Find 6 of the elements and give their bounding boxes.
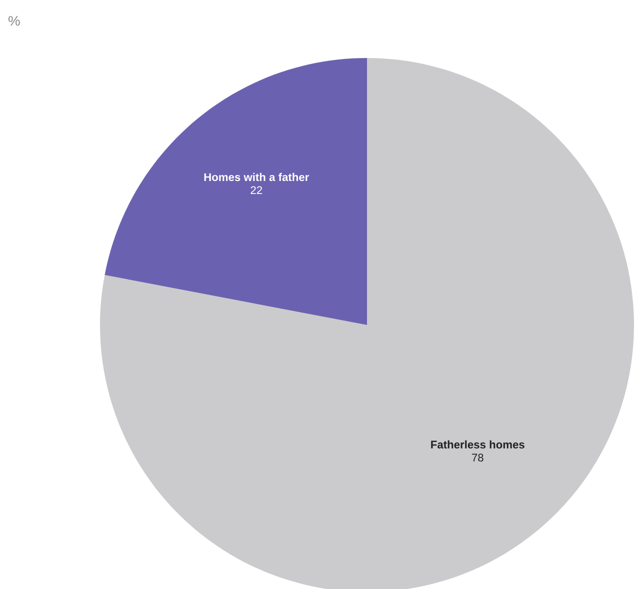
pie-slice — [104, 58, 367, 325]
slice-label: Homes with a father — [204, 172, 309, 182]
chart-subtitle: % — [8, 16, 20, 26]
data-label: 78 — [472, 454, 484, 462]
data-label: 22 — [250, 186, 262, 194]
slice-label: Fatherless homes — [431, 440, 524, 449]
